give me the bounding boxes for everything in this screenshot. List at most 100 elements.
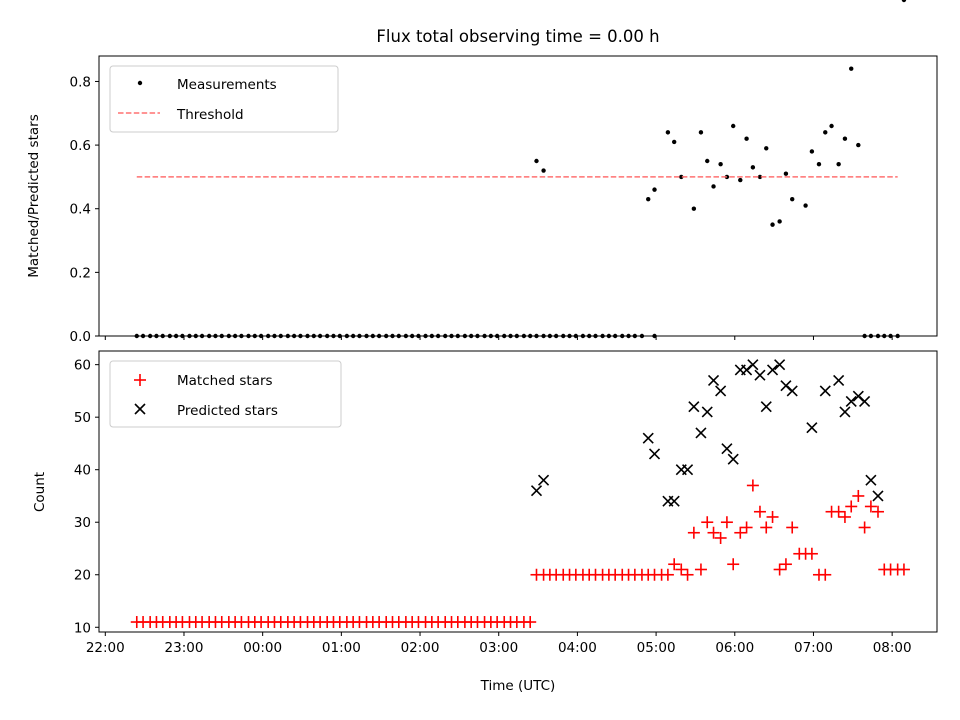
x-tick-label: 03:00	[479, 640, 518, 656]
matched-stars-point	[668, 558, 681, 571]
y-tick-label: 0.8	[70, 74, 91, 90]
matched-stars-point	[707, 526, 720, 539]
matched-stars-point	[760, 521, 773, 534]
predicted-stars-point	[859, 395, 871, 407]
matched-stars-point	[832, 505, 845, 518]
x-tick-label: 07:00	[794, 640, 833, 656]
top-panel-frame	[98, 55, 938, 337]
x-tick-label: 01:00	[322, 640, 361, 656]
predicted-stars-point	[872, 490, 884, 502]
x-tick-label: 22:00	[86, 640, 125, 656]
measurement-point	[750, 165, 756, 170]
predicted-stars-point	[721, 443, 733, 455]
matched-stars-point	[845, 500, 858, 513]
measurement-point	[823, 130, 828, 135]
predicted-stars-point	[682, 464, 694, 476]
bottom-panel-frame	[98, 350, 938, 633]
bottom-panel-y-ticks: 10 20 30 40 50 60	[74, 358, 99, 636]
matched-stars-point	[897, 563, 910, 576]
predicted-stars-point	[786, 385, 798, 397]
y-tick-label: 20	[74, 568, 91, 584]
x-tick-label: 04:00	[558, 640, 597, 656]
matched-stars-point	[701, 516, 714, 529]
matched-stars-point	[779, 558, 792, 571]
bottom-panel: 10 20 30 40 50 60 22:00 23:00 00:00 01:00 02:00 03…	[32, 350, 938, 694]
top-legend: Measurements Threshold	[109, 65, 339, 133]
measurement-point	[665, 130, 671, 135]
matched-stars-point	[746, 479, 759, 492]
matched-stars-point	[805, 547, 818, 560]
y-tick-label: 50	[74, 410, 91, 426]
top-panel-x-ticks	[104, 336, 893, 340]
legend-matched-label: Matched stars	[177, 373, 273, 389]
x-tick-label: 00:00	[243, 640, 282, 656]
matched-stars-point	[819, 568, 832, 581]
predicted-stars-point	[806, 422, 818, 434]
y-tick-label: 0.4	[70, 202, 91, 218]
legend-predicted-marker	[134, 403, 146, 415]
bottom-panel-marks	[130, 359, 910, 629]
matched-stars-point	[858, 521, 871, 534]
measurement-point	[757, 174, 763, 180]
predicted-stars-point	[688, 401, 700, 413]
predicted-stars-point	[701, 406, 713, 418]
matched-stars-point	[753, 505, 766, 518]
x-tick-label: 23:00	[165, 640, 204, 656]
measurement-point	[856, 142, 861, 148]
matched-stars-point	[661, 568, 674, 581]
measurement-point	[711, 184, 716, 189]
predicted-stars-point	[845, 395, 857, 407]
measurement-point	[803, 203, 808, 208]
measurement-point	[652, 187, 657, 192]
matched-stars-point	[852, 489, 865, 502]
predicted-stars-point	[819, 385, 831, 397]
matched-stars-point	[694, 563, 707, 576]
top-panel-y-ticks: 0.0 0.2 0.4 0.6 0.8	[70, 74, 99, 345]
predicted-stars-point	[695, 427, 707, 439]
matched-stars-point	[675, 563, 688, 576]
measurement-point	[901, 0, 907, 3]
matched-stars-point	[871, 505, 884, 518]
y-tick-label: 60	[74, 358, 91, 374]
y-tick-label: 0.6	[70, 138, 91, 154]
x-tick-label: 05:00	[637, 640, 676, 656]
matched-stars-point	[864, 500, 877, 513]
y-tick-label: 0.2	[70, 265, 91, 281]
predicted-stars-point	[833, 374, 845, 386]
measurement-point	[783, 171, 789, 176]
predicted-stars-point	[668, 495, 680, 507]
measurement-point	[829, 123, 834, 129]
predicted-stars-point	[839, 406, 851, 418]
figure-title: Flux total observing time = 0.00 h	[376, 27, 659, 46]
measurement-point	[842, 136, 848, 141]
measurement-point	[764, 146, 769, 151]
y-tick-label: 0.0	[70, 329, 91, 345]
measurement-point	[731, 123, 736, 129]
measurement-point	[738, 177, 743, 183]
measurement-point	[809, 149, 815, 154]
legend-measurements-marker	[137, 80, 143, 86]
predicted-stars-point	[530, 485, 543, 497]
matched-stars-point	[687, 526, 700, 539]
x-tick-label: 08:00	[873, 640, 912, 656]
predicted-stars-point	[747, 359, 759, 371]
legend-predicted-label: Predicted stars	[177, 403, 278, 419]
measurement-point	[646, 196, 651, 202]
measurement-point	[790, 196, 795, 202]
predicted-stars-point	[538, 474, 550, 486]
matched-stars-point	[734, 526, 747, 539]
bottom-legend-box	[109, 360, 342, 428]
matched-stars-point	[838, 510, 851, 523]
bottom-legend: Matched stars Predicted stars	[109, 360, 342, 428]
predicted-stars-point	[648, 448, 661, 460]
top-legend-box	[109, 65, 339, 133]
matched-stars-point	[720, 516, 733, 529]
matched-stars-point	[766, 510, 779, 523]
predicted-stars-point	[727, 453, 739, 465]
bottom-panel-y-axis-label: Count	[32, 472, 48, 512]
measurement-point	[744, 136, 749, 141]
x-tick-label: 06:00	[715, 640, 754, 656]
matched-stars-point	[773, 563, 786, 576]
measurement-point	[691, 206, 697, 211]
